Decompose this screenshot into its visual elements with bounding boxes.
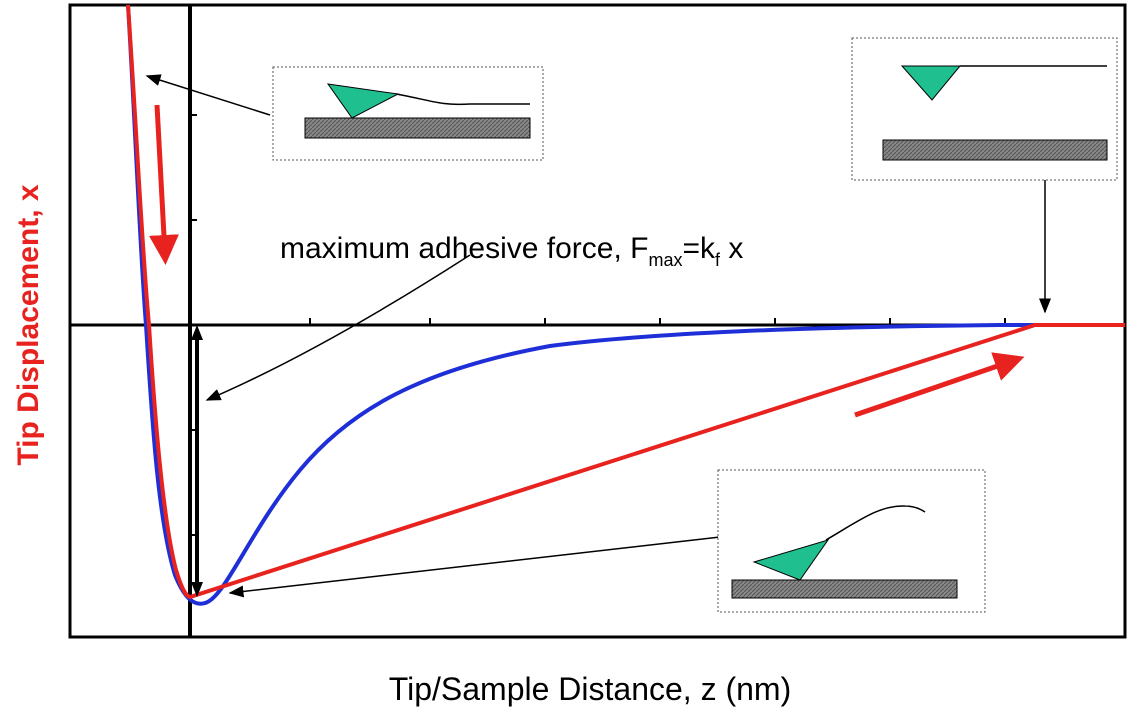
approach-arrow bbox=[157, 105, 165, 255]
diagram: maximum adhesive force, Fmax=kf x Tip Di… bbox=[0, 0, 1128, 719]
inset-contact bbox=[273, 67, 543, 160]
annotation: maximum adhesive force, Fmax=kf x bbox=[280, 232, 743, 270]
retract-arrow bbox=[855, 360, 1015, 415]
annotation-text: =k bbox=[682, 232, 716, 265]
annotation-text: x bbox=[720, 232, 743, 265]
inset-free bbox=[852, 38, 1117, 180]
annotation-text: maximum adhesive force, F bbox=[280, 232, 648, 265]
y-axis-label: Tip Displacement, x bbox=[12, 184, 45, 466]
annotation-subscript: max bbox=[648, 250, 682, 270]
x-axis-label: Tip/Sample Distance, z (nm) bbox=[389, 671, 791, 707]
inset-adhesion bbox=[718, 470, 985, 612]
